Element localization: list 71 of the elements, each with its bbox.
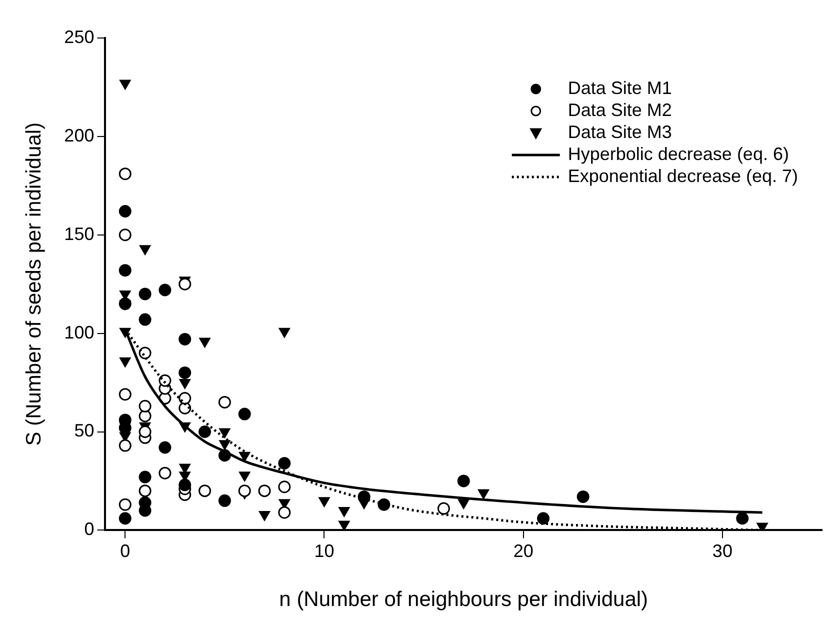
legend-label: Hyperbolic decrease (eq. 6): [568, 144, 789, 164]
point: [118, 439, 132, 452]
point: [118, 205, 132, 218]
point: [120, 357, 131, 368]
point: [219, 428, 230, 438]
x-tick-label: 30: [712, 540, 732, 561]
x-tick-label: 10: [314, 540, 334, 561]
point: [218, 396, 231, 408]
point: [118, 512, 132, 525]
point: [118, 228, 132, 242]
point: [338, 520, 350, 530]
point: [278, 328, 290, 338]
point: [179, 464, 190, 474]
point: [457, 474, 470, 488]
point: [318, 497, 330, 507]
point: [118, 168, 132, 180]
point: [238, 408, 251, 420]
point: [258, 484, 271, 498]
y-tick-label: 50: [74, 420, 94, 441]
point: [576, 490, 590, 503]
point: [178, 392, 192, 405]
y-tick-label: 100: [64, 322, 94, 342]
point: [118, 298, 132, 310]
point: [198, 426, 212, 438]
y-tick-label: 200: [64, 125, 94, 146]
point: [140, 245, 151, 255]
point: [278, 506, 291, 519]
point: [178, 278, 192, 290]
point: [178, 332, 192, 346]
point: [278, 480, 291, 494]
point: [239, 472, 250, 482]
point: [158, 284, 172, 296]
point: [259, 510, 270, 521]
legend-label: Data Site M1: [568, 78, 672, 98]
x-tick-label: 0: [120, 540, 130, 561]
point: [219, 440, 230, 450]
point: [218, 494, 231, 507]
point: [437, 502, 450, 515]
y-tick-label: 0: [84, 519, 94, 540]
legend-label: Data Site M2: [568, 100, 672, 120]
legend-label: Exponential decrease (eq. 7): [568, 166, 798, 186]
point: [120, 80, 131, 90]
point: [138, 313, 152, 326]
point: [178, 478, 192, 492]
point: [198, 484, 212, 498]
point: [158, 441, 172, 454]
point: [238, 484, 251, 498]
point: [118, 264, 132, 277]
point: [736, 512, 749, 525]
point: [537, 512, 550, 525]
x-tick-label: 20: [513, 540, 534, 561]
point: [138, 426, 152, 438]
point: [118, 498, 132, 511]
point: [278, 457, 291, 470]
point: [458, 499, 470, 509]
point: [179, 379, 190, 389]
x-axis-title: n (Number of neighbours per individual): [279, 588, 648, 612]
point: [138, 400, 152, 412]
point: [138, 288, 152, 300]
point: [138, 484, 152, 498]
y-tick-label: 150: [64, 224, 94, 244]
point: [158, 466, 172, 480]
y-axis-title: S (Number of seeds per individual): [22, 122, 46, 446]
point: [138, 470, 152, 484]
point: [338, 507, 350, 517]
point: [478, 489, 490, 500]
point: [118, 388, 132, 401]
point: [199, 338, 210, 348]
y-tick-label: 250: [64, 26, 94, 47]
point: [178, 366, 192, 379]
legend-label: Data Site M3: [568, 122, 672, 142]
